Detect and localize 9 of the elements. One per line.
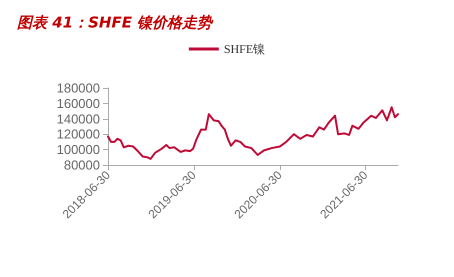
line-series	[107, 106, 399, 160]
y-tick-label: 80000	[64, 158, 100, 172]
y-tick-label: 140000	[56, 111, 100, 126]
y-tick-label: 180000	[56, 80, 100, 96]
y-tick-label: 160000	[56, 96, 100, 111]
y-tick-label: 120000	[56, 126, 100, 142]
legend-label: SHFE镍	[224, 42, 266, 56]
chart-title: 图表 41：SHFE 镍价格走势	[17, 14, 214, 32]
y-tick-label: 100000	[56, 142, 100, 158]
